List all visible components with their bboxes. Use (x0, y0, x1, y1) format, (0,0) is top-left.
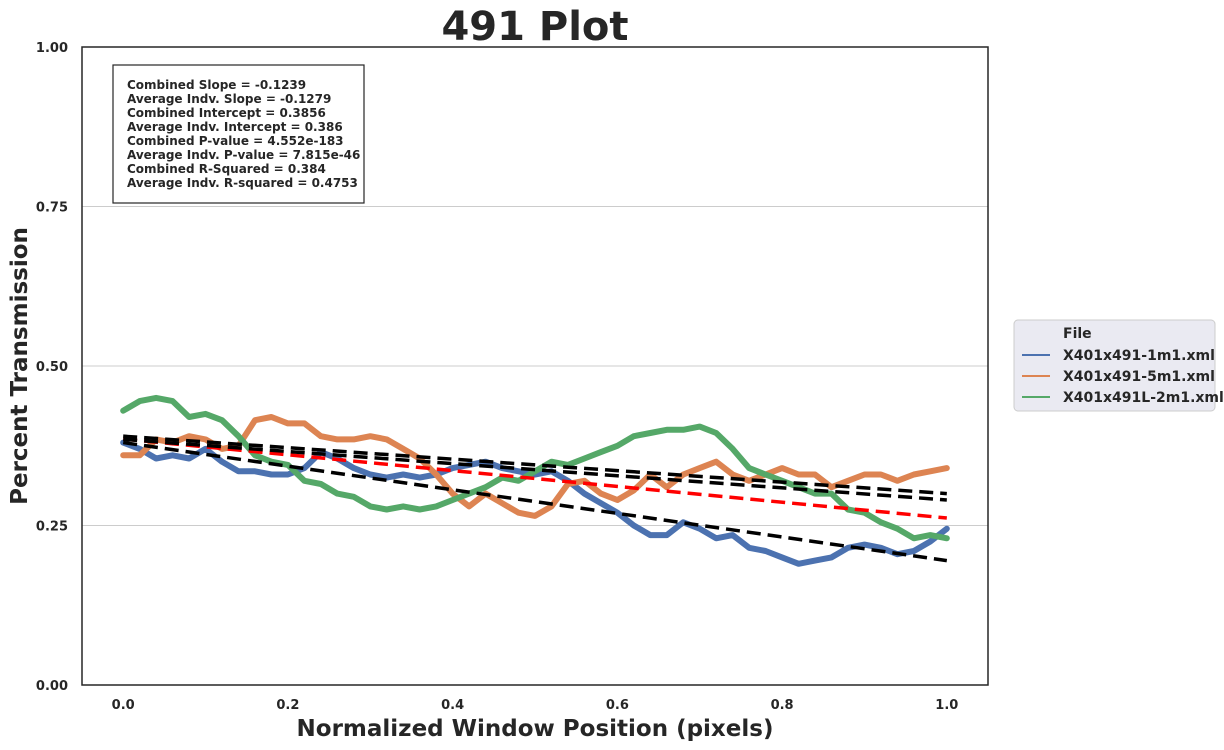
stats-line: Combined Intercept = 0.3856 (127, 106, 326, 120)
legend-frame (1013, 319, 1216, 412)
x-tick-labels: 0.0 0.2 0.4 0.6 0.8 1.0 (112, 698, 959, 713)
x-tick-label: 0.2 (276, 698, 299, 713)
y-tick-label: 0.75 (36, 201, 68, 216)
y-tick-label: 0.25 (36, 520, 68, 535)
x-tick-label: 0.6 (606, 698, 629, 713)
stats-line: Combined P-value = 4.552e-183 (127, 134, 344, 148)
legend: File X401x491-1m1.xml X401x491-5m1.xml X40… (1013, 319, 1224, 412)
y-tick-label: 0.50 (36, 360, 68, 375)
x-tick-label: 0.4 (441, 698, 464, 713)
series-line-1 (120, 439, 950, 567)
grid-lines (82, 206, 988, 526)
y-axis-label: Percent Transmission (7, 227, 33, 505)
series-line-2 (120, 414, 950, 519)
stats-line: Average Indv. Intercept = 0.386 (127, 120, 343, 134)
fit-line-4 (123, 434, 947, 496)
stats-line: Combined Slope = -0.1239 (127, 78, 306, 92)
stats-box-frame (112, 64, 365, 204)
fit-line-3 (123, 437, 947, 502)
legend-title: File (1063, 326, 1092, 342)
stats-line: Average Indv. Slope = -0.1279 (127, 92, 331, 106)
x-tick-label: 0.8 (771, 698, 794, 713)
chart-title: 491 Plot (441, 4, 628, 50)
series-line-3 (120, 394, 950, 542)
fit-line-2 (122, 440, 948, 563)
x-tick-label: 1.0 (935, 698, 958, 713)
series-lines (120, 394, 950, 567)
legend-entry: X401x491L-2m1.xml (1063, 390, 1224, 406)
stats-line: Combined R-Squared = 0.384 (127, 162, 326, 176)
fit-line-1 (123, 437, 947, 520)
plot-frame (81, 46, 989, 686)
fit-lines (122, 434, 948, 563)
y-tick-label: 0.00 (36, 679, 68, 694)
stats-line: Average Indv. P-value = 7.815e-46 (127, 148, 360, 162)
legend-entry: X401x491-1m1.xml (1063, 348, 1215, 364)
y-tick-labels: 0.00 0.25 0.50 0.75 1.00 (36, 41, 68, 694)
x-tick-label: 0.0 (112, 698, 135, 713)
legend-entry: X401x491-5m1.xml (1063, 369, 1215, 385)
x-axis-label: Normalized Window Position (pixels) (297, 716, 774, 742)
stats-line: Average Indv. R-squared = 0.4753 (127, 176, 358, 190)
y-tick-label: 1.00 (36, 41, 68, 56)
